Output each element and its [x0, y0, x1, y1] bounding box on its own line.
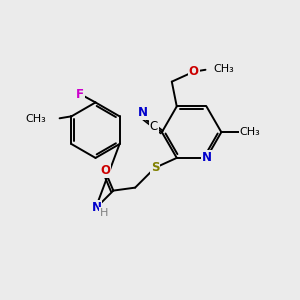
Text: N: N	[92, 201, 101, 214]
Text: O: O	[189, 65, 199, 78]
Text: CH₃: CH₃	[25, 114, 46, 124]
Text: C: C	[150, 120, 158, 133]
Text: F: F	[76, 88, 84, 101]
Text: H: H	[100, 208, 109, 218]
Text: CH₃: CH₃	[213, 64, 234, 74]
Text: CH₃: CH₃	[240, 127, 260, 137]
Text: O: O	[100, 164, 110, 177]
Text: S: S	[151, 161, 159, 174]
Text: N: N	[202, 152, 212, 164]
Text: N: N	[138, 106, 148, 119]
